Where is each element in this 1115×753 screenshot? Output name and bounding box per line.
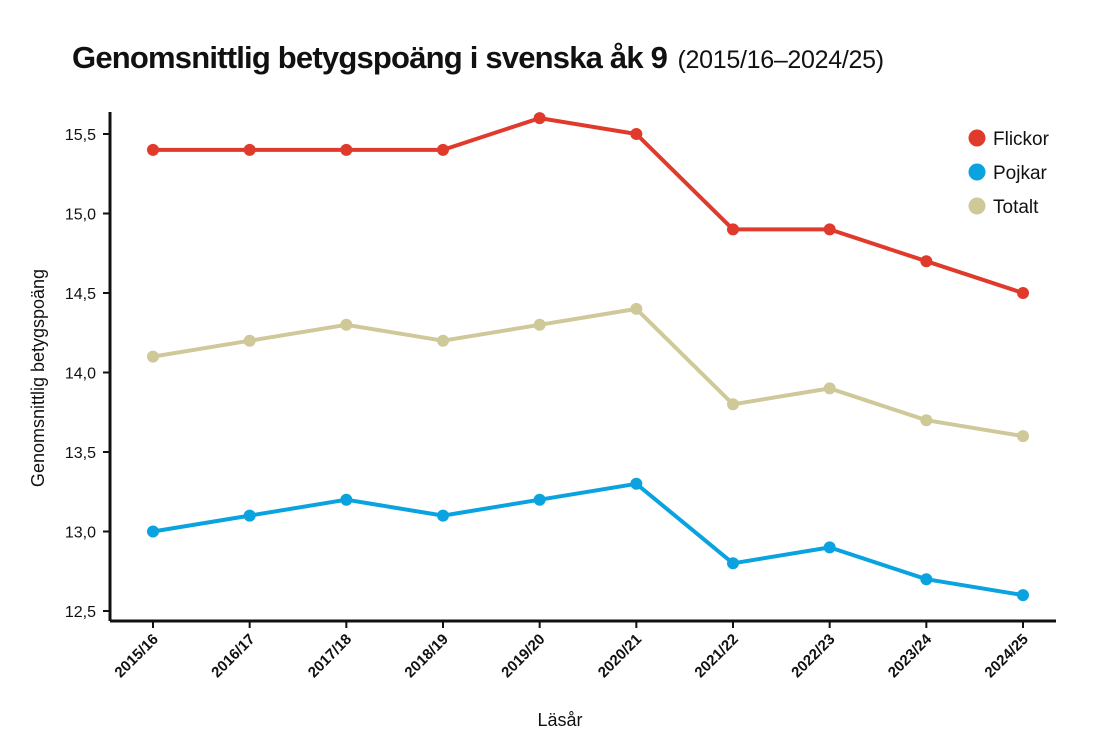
data-point-pojkar [437, 509, 449, 522]
data-point-totalt [340, 318, 353, 331]
data-point-flickor [147, 143, 159, 156]
legend-label-pojkar: Pojkar [993, 163, 1048, 184]
data-point-pojkar [243, 509, 256, 522]
data-point-flickor [1017, 287, 1029, 299]
data-point-totalt [1017, 430, 1029, 443]
series-layer [147, 112, 1029, 602]
y-tick-label: 15,0 [65, 207, 96, 224]
series-line-flickor [151, 116, 1025, 295]
data-point-pojkar [823, 541, 836, 554]
legend: Flickor Pojkar Totalt [968, 129, 1050, 218]
series-line-pojkar [151, 481, 1025, 598]
data-point-pojkar [630, 477, 643, 490]
x-tick-label: 2022/23 [788, 631, 838, 681]
data-point-flickor [437, 143, 449, 156]
data-point-totalt [533, 318, 546, 331]
data-point-pojkar [727, 557, 739, 570]
y-tick-label: 13,5 [65, 445, 96, 462]
data-point-flickor [630, 128, 643, 140]
data-point-pojkar [533, 493, 546, 506]
x-axis-label: Läsår [537, 710, 582, 730]
data-point-pojkar [1017, 589, 1029, 602]
y-tick-label: 13,0 [65, 525, 96, 542]
data-point-pojkar [340, 493, 353, 506]
data-point-totalt [243, 334, 256, 347]
x-tick-label: 2021/22 [691, 631, 741, 681]
legend-marker-flickor [968, 129, 986, 147]
data-point-totalt [147, 350, 159, 363]
data-point-totalt [727, 398, 739, 411]
y-tick-label: 14,0 [65, 366, 96, 383]
legend-marker-pojkar [968, 163, 986, 181]
legend-label-totalt: Totalt [993, 197, 1039, 218]
data-point-flickor [533, 112, 546, 125]
y-axis-label: Genomsnittlig betygspoäng [28, 269, 48, 487]
legend-marker-totalt [968, 197, 986, 215]
y-tick-label: 15,5 [65, 127, 96, 144]
series-line-totalt [151, 306, 1025, 439]
data-point-totalt [437, 334, 449, 347]
x-tick-label: 2019/20 [498, 631, 548, 681]
y-tick-label: 14,5 [65, 286, 96, 303]
chart-title-main: Genomsnittlig betygspoäng i svenska åk 9 [72, 40, 668, 75]
data-point-flickor [243, 143, 256, 156]
x-axis-ticks: 2015/16 2016/17 2017/18 2018/19 2019/20 2020/… [111, 621, 1032, 681]
data-point-pojkar [147, 525, 159, 538]
chart-title-subtitle: (2015/16–2024/25) [677, 46, 885, 74]
data-point-flickor [340, 143, 353, 156]
x-tick-label: 2024/25 [981, 631, 1031, 681]
x-tick-label: 2020/21 [595, 631, 645, 681]
y-axis-ticks: 12,5 13,0 13,5 14,0 14,5 15,0 15,5 [65, 127, 110, 621]
x-tick-label: 2016/17 [208, 631, 258, 681]
y-tick-label: 12,5 [65, 604, 96, 621]
x-tick-label: 2015/16 [111, 631, 161, 681]
data-point-pojkar [920, 573, 933, 586]
chart-title: Genomsnittlig betygspoäng i svenska åk 9… [72, 40, 884, 76]
data-point-totalt [823, 382, 836, 395]
data-point-flickor [920, 255, 933, 268]
data-point-totalt [630, 302, 643, 315]
x-tick-label: 2017/18 [305, 631, 355, 681]
data-point-totalt [920, 414, 933, 427]
legend-label-flickor: Flickor [993, 129, 1050, 150]
x-tick-label: 2018/19 [401, 631, 451, 681]
data-point-flickor [823, 223, 836, 236]
x-tick-label: 2023/24 [885, 630, 936, 681]
data-point-flickor [727, 223, 739, 236]
